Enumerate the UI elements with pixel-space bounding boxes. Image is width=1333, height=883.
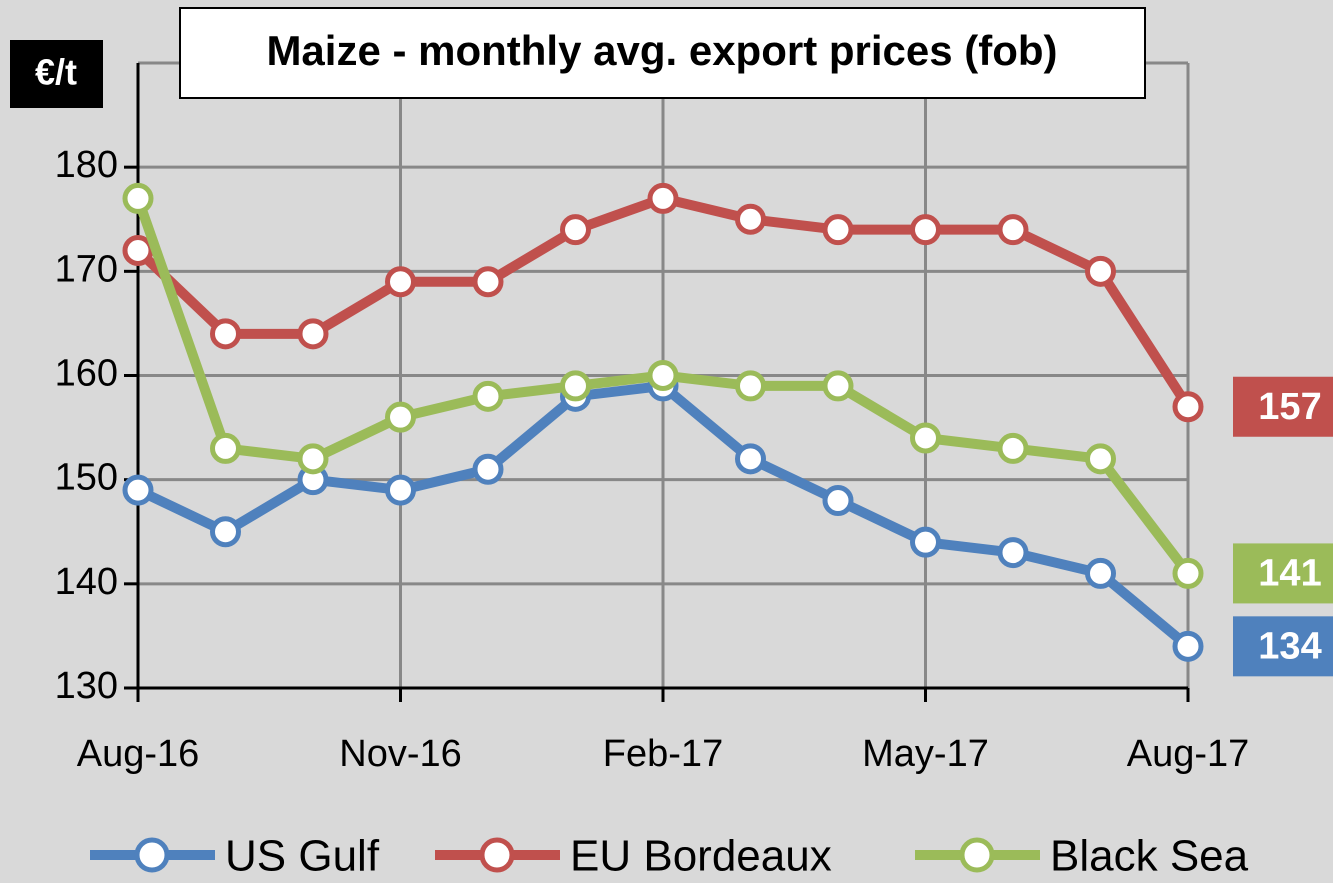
marker: [910, 422, 941, 454]
marker: [1172, 630, 1204, 662]
x-tick-label: Aug-16: [77, 733, 200, 775]
marker: [297, 443, 329, 475]
y-tick-label: 170: [55, 248, 118, 290]
y-tick-label: 180: [55, 144, 118, 186]
marker: [997, 432, 1029, 464]
y-label-box: [10, 40, 103, 108]
marker: [560, 370, 591, 402]
marker: [385, 266, 416, 298]
marker: [122, 474, 154, 506]
marker: [210, 432, 241, 464]
legend-label: EU Bordeaux: [570, 832, 832, 881]
marker: [647, 360, 679, 391]
marker: [735, 203, 766, 235]
marker: [1172, 557, 1204, 589]
marker: [122, 182, 154, 214]
x-tick-label: May-17: [862, 733, 989, 775]
legend-marker: [134, 837, 170, 873]
marker: [1085, 557, 1116, 589]
marker: [210, 516, 241, 548]
marker: [997, 214, 1029, 246]
marker: [122, 235, 154, 266]
marker: [1085, 255, 1116, 287]
legend-label: Black Sea: [1050, 832, 1249, 881]
legend-marker: [959, 837, 995, 873]
marker: [472, 266, 504, 298]
x-tick-label: Feb-17: [603, 733, 723, 775]
end-label: 157: [1258, 386, 1321, 428]
marker: [560, 214, 591, 246]
marker: [822, 214, 854, 246]
marker: [472, 380, 504, 412]
marker: [210, 318, 241, 350]
marker: [910, 214, 941, 246]
marker: [385, 474, 416, 506]
title-box: [179, 7, 1146, 99]
marker: [822, 370, 854, 402]
y-axis-label: €/t: [35, 52, 77, 93]
marker: [1172, 391, 1204, 423]
end-label: 134: [1258, 625, 1321, 667]
x-tick-label: Nov-16: [339, 733, 462, 775]
marker: [385, 401, 416, 433]
end-label-box: [1233, 543, 1333, 604]
marker: [997, 537, 1029, 569]
marker: [647, 182, 679, 214]
marker: [472, 453, 504, 485]
marker: [910, 526, 941, 558]
marker: [735, 370, 766, 402]
marker: [1085, 443, 1116, 475]
x-tick-label: Aug-17: [1127, 733, 1250, 775]
marker: [297, 318, 329, 350]
marker: [735, 443, 766, 475]
y-tick-label: 160: [55, 353, 118, 395]
chart-title: Maize - monthly avg. export prices (fob): [266, 27, 1057, 74]
end-label: 141: [1258, 552, 1321, 594]
legend-marker: [479, 837, 515, 873]
end-label-box: [1233, 376, 1333, 437]
marker: [822, 485, 854, 516]
y-tick-label: 130: [55, 665, 118, 707]
y-tick-label: 140: [55, 561, 118, 603]
end-label-box: [1233, 616, 1333, 677]
y-tick-label: 150: [55, 457, 118, 499]
legend-label: US Gulf: [225, 832, 380, 881]
